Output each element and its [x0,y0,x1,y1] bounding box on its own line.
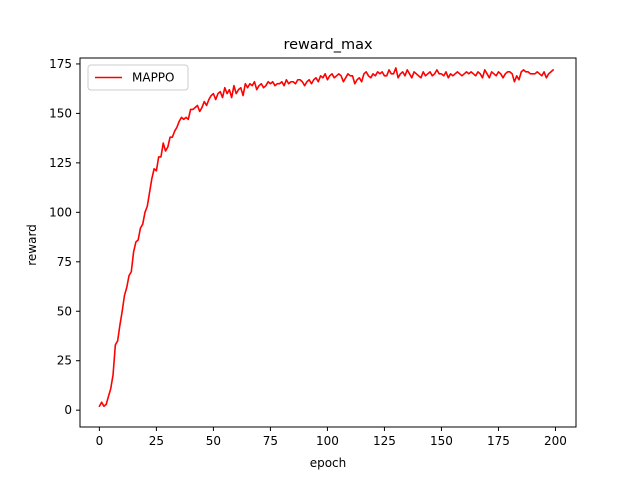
legend: MAPPO [87,64,189,91]
x-tick-label: 175 [487,434,510,448]
legend-label: MAPPO [132,71,174,85]
x-tick-label: 25 [149,434,164,448]
x-axis-label: epoch [310,456,347,470]
y-tick-label: 50 [57,304,72,318]
x-tick-label: 100 [316,434,339,448]
x-tick-label: 75 [263,434,278,448]
legend-box [87,64,189,91]
y-axis-label: reward [25,224,39,266]
x-tick-label: 125 [373,434,396,448]
y-tick-label: 25 [57,354,72,368]
x-tick-label: 200 [544,434,567,448]
y-tick-label: 150 [49,106,72,120]
y-tick-label: 0 [64,403,72,417]
y-tick-label: 125 [49,156,72,170]
series-line-0 [98,67,555,408]
y-tick-label: 75 [57,255,72,269]
x-tick-label: 150 [430,434,453,448]
x-tick-label: 50 [206,434,221,448]
chart-title: reward_max [283,37,372,53]
x-tick-label: 0 [96,434,104,448]
y-tick-label: 175 [49,57,72,71]
y-tick-label: 100 [49,205,72,219]
y-axis: 0 25 50 75 100 125 150 175 [49,57,80,417]
plot-area [79,57,577,428]
axes-frame [79,57,577,428]
x-axis: 0 25 50 75 100 125 150 175 200 [96,427,567,448]
